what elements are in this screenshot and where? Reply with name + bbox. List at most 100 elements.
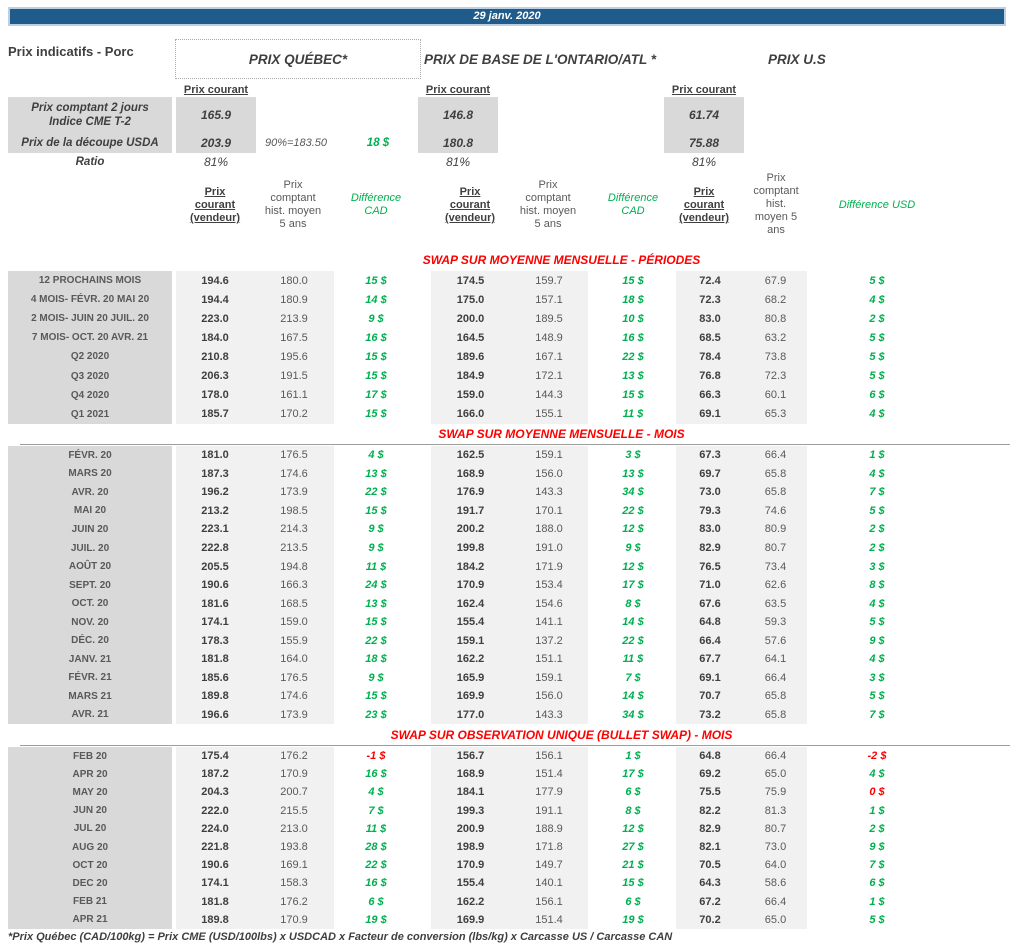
quebec-prix-courant: 189.8 — [176, 910, 254, 929]
us-hist: 65.8 — [744, 705, 807, 725]
period-label: AVR. 21 — [8, 705, 172, 725]
ontario-prix-courant: 184.1 — [431, 783, 510, 802]
ontario-diff-cad: 11 $ — [622, 408, 644, 421]
us-hist: 73.0 — [744, 837, 807, 857]
us-prix-courant: 83.0 — [676, 520, 744, 539]
ontario-diff-cad: 27 $ — [622, 841, 644, 854]
col-header-ontario-courant: Prix courant (vendeur) — [444, 186, 496, 224]
table-row: MAY 20 204.3 200.7 4 $ 184.1 177.9 6 $ 75.5 75.9… — [0, 783, 1024, 802]
ontario-diff-cad: 12 $ — [622, 560, 644, 573]
us-diff-usd: 5 $ — [869, 331, 885, 344]
period-label: JUL 20 — [8, 819, 172, 838]
period-label: 12 PROCHAINS MOIS — [8, 271, 172, 291]
ontario-diff-cad: 3 $ — [625, 449, 641, 462]
prix-courant-label-ontario: Prix courant — [425, 84, 491, 96]
ontario-diff-cad: 17 $ — [622, 579, 644, 592]
quebec-prix-courant: 187.2 — [176, 765, 254, 784]
quebec-prix-courant: 174.1 — [176, 612, 254, 632]
period-label: AOÛT 20 — [8, 557, 172, 576]
quebec-diff-cad: 4 $ — [368, 449, 384, 462]
table-row: Q2 2020 210.8 195.6 15 $ 189.6 167.1 22 $ 78.4 7… — [0, 347, 1024, 367]
quebec-hist: 200.7 — [254, 783, 334, 802]
ontario-prix-courant: 162.5 — [431, 446, 510, 465]
cme-spot-label: Prix comptant 2 jours Indice CME T-2 — [8, 97, 172, 132]
us-diff-usd: 2 $ — [869, 542, 885, 554]
quebec-hist: 158.3 — [254, 874, 334, 893]
us-prix-courant: 76.8 — [676, 366, 744, 386]
quebec-hist: 215.5 — [254, 801, 334, 820]
quebec-hist: 214.3 — [254, 520, 334, 539]
period-label: MARS 20 — [8, 464, 172, 484]
quebec-hist: 176.2 — [254, 892, 334, 911]
ontario-hist: 148.9 — [510, 328, 588, 348]
table-row: FÉVR. 21 185.6 176.5 9 $ 165.9 159.1 7 $ 69.1 66… — [0, 668, 1024, 688]
us-prix-courant: 82.9 — [676, 538, 744, 558]
us-diff-usd: 2 $ — [869, 523, 885, 536]
us-prix-courant: 78.4 — [676, 347, 744, 367]
us-prix-courant: 75.5 — [676, 783, 744, 802]
us-prix-courant: 72.4 — [676, 271, 744, 291]
quebec-prix-courant: 190.6 — [176, 856, 254, 875]
us-diff-usd: 2 $ — [869, 822, 885, 835]
us-diff-usd: 4 $ — [869, 597, 885, 610]
period-label: OCT. 20 — [8, 594, 172, 613]
ontario-prix-courant: 175.0 — [431, 290, 510, 310]
quebec-hist: 180.9 — [254, 290, 334, 310]
us-diff-usd: 0 $ — [869, 786, 885, 799]
ontario-hist: 171.8 — [510, 837, 588, 857]
ontario-prix-courant: 156.7 — [431, 747, 510, 766]
ontario-prix-courant: 191.7 — [431, 501, 510, 521]
us-diff-usd: 5 $ — [869, 370, 885, 383]
quebec-diff-cad: 16 $ — [365, 877, 387, 890]
quebec-diff-cad: 15 $ — [365, 408, 387, 421]
quebec-prix-courant: 174.1 — [176, 874, 254, 893]
us-hist: 66.4 — [744, 446, 807, 465]
ontario-diff-cad: 6 $ — [625, 895, 641, 908]
ontario-diff-cad: 15 $ — [622, 389, 644, 402]
period-label: OCT 20 — [8, 856, 172, 875]
us-diff-usd: 6 $ — [869, 389, 885, 402]
section-divider — [20, 444, 1010, 445]
us-diff-usd: 2 $ — [869, 312, 885, 325]
ontario-diff-cad: 15 $ — [622, 274, 644, 287]
quebec-prix-courant: 181.0 — [176, 446, 254, 465]
table-row: JUIL. 20 222.8 213.5 9 $ 199.8 191.0 9 $ 82.9 80… — [0, 538, 1024, 558]
ontario-prix-courant: 177.0 — [431, 705, 510, 725]
ontario-hist: 144.3 — [510, 385, 588, 405]
quebec-prix-courant: 175.4 — [176, 747, 254, 766]
section-title: SWAP SUR OBSERVATION UNIQUE (BULLET SWAP… — [390, 728, 733, 742]
table-row: 7 MOIS- OCT. 20 AVR. 21 184.0 167.5 16 $ 164… — [0, 328, 1024, 348]
quebec-prix-courant: 181.6 — [176, 594, 254, 613]
us-diff-usd: 1 $ — [869, 895, 885, 908]
table-row: OCT 20 190.6 169.1 22 $ 170.9 149.7 21 $ 70.5 64… — [0, 856, 1024, 875]
ontario-hist: 171.9 — [510, 557, 588, 576]
quebec-diff-cad: -1 $ — [366, 750, 386, 763]
ontario-hist: 156.0 — [510, 687, 588, 706]
quebec-hist: 213.5 — [254, 538, 334, 558]
col-header-us-hist: Prix comptant hist. moyen 5 ans — [753, 172, 799, 236]
us-prix-courant: 68.5 — [676, 328, 744, 348]
section-rows: 12 PROCHAINS MOIS 194.6 180.0 15 $174.5 159.… — [0, 271, 1024, 424]
ontario-hist: 154.6 — [510, 594, 588, 613]
quebec-hist: 176.2 — [254, 747, 334, 766]
period-label: JUN 20 — [8, 801, 172, 820]
period-label: MARS 21 — [8, 687, 172, 706]
ontario-hist: 149.7 — [510, 856, 588, 875]
quebec-hist: 174.6 — [254, 687, 334, 706]
ontario-diff-cad: 8 $ — [625, 597, 641, 610]
ontario-hist: 172.1 — [510, 366, 588, 386]
ontario-prix-courant: 166.0 — [431, 404, 510, 424]
ontario-diff-cad: 15 $ — [622, 877, 644, 890]
us-hist: 65.0 — [744, 910, 807, 929]
ratio-ontario: 81% — [445, 155, 471, 169]
us-prix-courant: 66.3 — [676, 385, 744, 405]
ontario-prix-courant: 184.2 — [431, 557, 510, 576]
us-prix-courant: 66.4 — [676, 631, 744, 651]
us-hist: 73.8 — [744, 347, 807, 367]
us-hist: 66.4 — [744, 747, 807, 766]
us-hist: 64.1 — [744, 650, 807, 669]
quebec-diff-cad: 4 $ — [368, 786, 384, 799]
us-hist: 67.9 — [744, 271, 807, 291]
us-prix-courant: 67.3 — [676, 446, 744, 465]
us-hist: 80.7 — [744, 819, 807, 838]
